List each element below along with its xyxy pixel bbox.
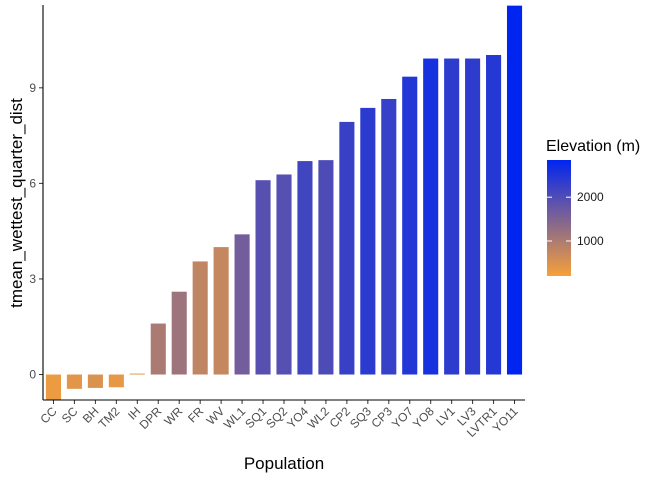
x-axis-title: Population — [244, 454, 324, 473]
bar-lvtr1 — [486, 55, 502, 375]
bars-group — [45, 5, 523, 400]
x-tick-label: YO7 — [389, 404, 416, 431]
bar-sq3 — [360, 107, 376, 375]
x-tick-label: LV1 — [433, 404, 458, 429]
x-tick-label: YO4 — [284, 404, 311, 431]
bar-dpr — [150, 323, 166, 375]
bar-yo11 — [506, 5, 523, 375]
y-axis-title: tmean_wettest_quarter_dist — [7, 98, 26, 308]
x-tick-label: YO11 — [490, 404, 521, 435]
x-tick-label: CP2 — [327, 404, 354, 431]
legend-title: Elevation (m) — [546, 138, 640, 155]
bar-bh — [87, 374, 103, 388]
legend: Elevation (m) 1000 2000 — [546, 138, 640, 276]
x-tick-label: CP3 — [368, 404, 395, 431]
x-tick-label: SQ1 — [242, 404, 269, 431]
legend-colorbar — [547, 160, 571, 276]
bar-lv3 — [465, 58, 481, 375]
bar-lv1 — [444, 58, 460, 375]
y-tick-label: 6 — [29, 176, 36, 190]
bar-ih — [129, 373, 145, 375]
legend-ticks: 1000 2000 — [547, 190, 604, 248]
x-tick-label: TM2 — [96, 404, 123, 431]
x-tick-label: SQ2 — [263, 404, 290, 431]
y-tick-label: 0 — [29, 368, 36, 382]
x-tick-label: WL2 — [305, 404, 333, 432]
bar-wl1 — [234, 234, 250, 375]
bar-wv — [213, 247, 229, 375]
x-tick-label: FR — [185, 404, 206, 425]
bar-yo7 — [402, 76, 418, 375]
bar-wl2 — [318, 160, 334, 375]
legend-label: 2000 — [577, 190, 604, 204]
bar-wr — [171, 291, 187, 375]
x-tick-label: CC — [37, 404, 59, 426]
bar-sq2 — [276, 174, 292, 375]
bar-cc — [45, 374, 62, 400]
y-axis-ticks: 0 3 6 9 — [29, 81, 43, 382]
x-tick-label: YO8 — [410, 404, 437, 431]
x-tick-label: SQ3 — [347, 404, 374, 431]
bar-tm2 — [108, 374, 124, 388]
bar-fr — [192, 261, 208, 375]
bar-yo4 — [297, 161, 313, 375]
bar-yo8 — [423, 58, 439, 375]
y-tick-label: 9 — [29, 81, 36, 95]
x-tick-label: WR — [161, 404, 185, 428]
bar-sc — [66, 374, 82, 389]
y-tick-label: 3 — [29, 272, 36, 286]
bar-cp2 — [339, 121, 355, 375]
bar-sq1 — [255, 180, 271, 375]
legend-label: 1000 — [577, 234, 604, 248]
x-tick-label: WL1 — [221, 404, 249, 432]
x-tick-label: SC — [59, 404, 81, 426]
bar-cp3 — [381, 98, 397, 375]
